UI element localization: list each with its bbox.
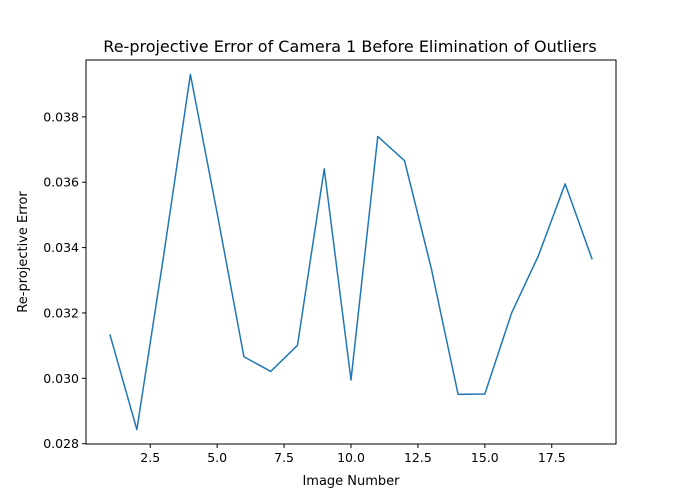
x-tick-label: 10.0 [337,450,365,465]
y-axis-ticks: 0.028 0.030 0.032 0.034 0.036 0.038 [43,109,86,451]
x-tick-label: 15.0 [471,450,499,465]
x-tick-label: 12.5 [404,450,432,465]
x-tick-label: 7.5 [274,450,294,465]
y-tick-label: 0.038 [43,109,79,124]
x-axis-ticks: 2.5 5.0 7.5 10.0 12.5 15.0 17.5 [140,444,566,465]
plot-area-frame [85,59,617,445]
y-tick-label: 0.030 [43,371,79,386]
y-tick-label: 0.034 [43,240,79,255]
x-tick-label: 2.5 [140,450,160,465]
y-tick-label: 0.036 [43,175,79,190]
y-tick-label: 0.028 [43,436,79,451]
y-tick-label: 0.032 [43,305,79,320]
y-axis-label: Re-projective Error [16,191,31,313]
series-line-0 [109,73,593,431]
x-tick-label: 17.5 [538,450,566,465]
x-tick-label: 5.0 [207,450,227,465]
x-axis-label: Image Number [302,474,400,489]
chart-title: Re-projective Error of Camera 1 Before E… [103,37,596,56]
series-layer [109,73,593,431]
